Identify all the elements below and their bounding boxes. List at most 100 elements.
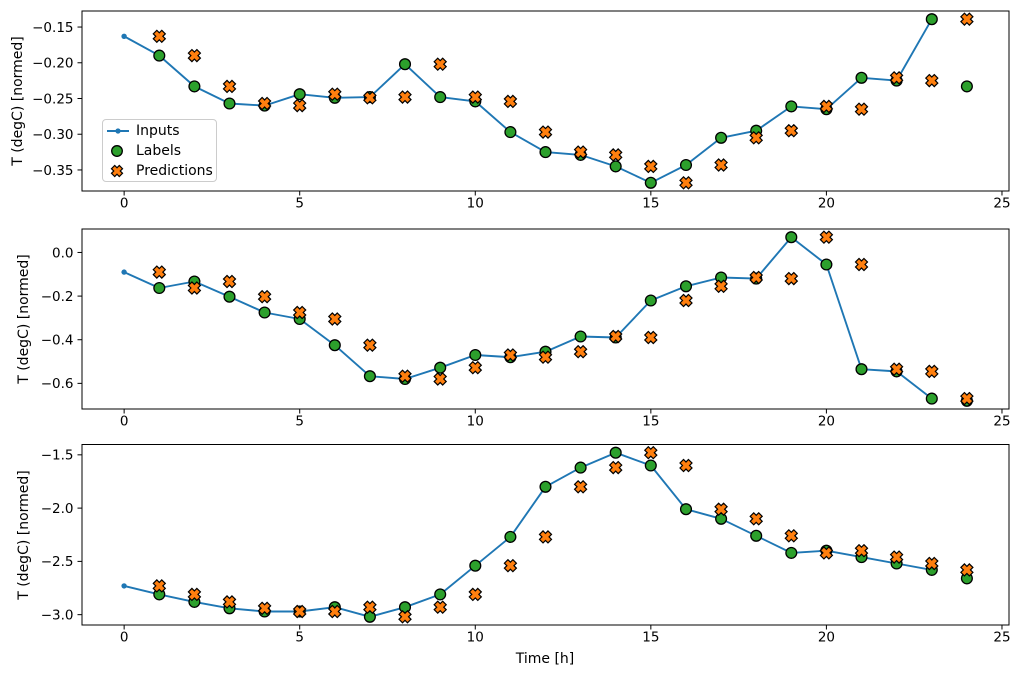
prediction-marker [784, 528, 799, 543]
y-ticks-subplot-1: −0.15 −0.20 −0.25 −0.30 −0.35 [32, 20, 82, 179]
legend-item-labels: Labels [103, 141, 216, 161]
x-axis-label: Time [h] [515, 651, 575, 667]
label-marker [785, 546, 798, 559]
prediction-marker [398, 90, 412, 104]
label-marker [153, 49, 166, 62]
y-tick-label: 0.0 [52, 245, 73, 261]
x-tick-label: 15 [642, 414, 659, 430]
legend-label-labels: Labels [136, 143, 182, 159]
label-marker [223, 290, 236, 303]
x-tick-label: 0 [120, 414, 129, 430]
prediction-marker [924, 556, 939, 571]
prediction-marker [960, 563, 974, 577]
x-ticks-subplot-2: 0 5 10 15 20 25 [120, 409, 1011, 430]
label-marker [434, 91, 447, 104]
legend-item-predictions: Predictions [103, 161, 216, 181]
label-marker [925, 13, 938, 26]
prediction-marker [363, 90, 377, 105]
prediction-marker [363, 338, 377, 353]
prediction-marker [468, 90, 483, 104]
label-marker [679, 158, 693, 172]
label-marker [539, 480, 552, 493]
labels-points [153, 446, 973, 623]
label-marker [715, 131, 728, 144]
prediction-marker [749, 130, 764, 145]
x-tick-label: 20 [818, 414, 835, 430]
label-marker [925, 392, 938, 405]
predictions-x-icon [106, 163, 130, 179]
prediction-marker [608, 148, 623, 162]
x-tick-label: 0 [120, 630, 129, 646]
prediction-marker [608, 329, 623, 344]
prediction-marker [433, 372, 448, 386]
prediction-marker [503, 94, 518, 109]
prediction-marker [643, 445, 658, 460]
prediction-marker [643, 330, 658, 345]
label-marker [434, 361, 447, 374]
label-marker [750, 529, 763, 542]
inputs-line-dot-icon [106, 123, 130, 139]
prediction-marker [538, 530, 553, 544]
inputs-line [121, 16, 935, 186]
prediction-marker [679, 175, 693, 190]
label-marker [398, 601, 412, 614]
prediction-marker [503, 558, 518, 573]
prediction-marker [573, 145, 588, 159]
prediction-marker [327, 87, 342, 102]
x-tick-label: 25 [993, 414, 1010, 430]
label-marker [679, 280, 693, 293]
y-tick-label: −0.35 [32, 163, 73, 179]
ylabel-subplot-1: T (degC) [normed] [10, 36, 26, 166]
prediction-marker [608, 460, 623, 475]
prediction-marker [152, 29, 167, 44]
input-point-marker [121, 583, 127, 589]
prediction-marker [819, 230, 834, 245]
prediction-marker [889, 362, 904, 377]
subplot-3: 0 5 10 15 20 25 −1.5 −2.0 −2.5 −3.0 [41, 444, 1011, 646]
legend-label-predictions: Predictions [136, 163, 213, 179]
label-marker [644, 176, 657, 189]
prediction-marker [714, 502, 728, 517]
prediction-marker [924, 73, 939, 88]
prediction-marker [468, 587, 483, 602]
label-marker [293, 88, 306, 101]
x-tick-label: 5 [295, 414, 304, 430]
y-tick-label: −3.0 [41, 607, 74, 623]
label-marker [820, 258, 833, 271]
x-tick-label: 20 [818, 196, 835, 212]
x-tick-label: 20 [818, 630, 835, 646]
label-marker [574, 461, 587, 474]
label-marker [715, 512, 728, 525]
y-ticks-subplot-3: −1.5 −2.0 −2.5 −3.0 [41, 448, 82, 623]
y-tick-label: −0.25 [32, 91, 73, 107]
predictions-points [152, 12, 974, 190]
y-tick-label: −2.0 [41, 501, 74, 517]
prediction-marker [363, 600, 377, 615]
x-ticks-subplot-1: 0 5 10 15 20 25 [120, 191, 1011, 212]
label-marker [328, 339, 341, 352]
prediction-marker [468, 360, 483, 375]
y-tick-label: −0.30 [32, 127, 73, 143]
label-marker [188, 80, 201, 93]
prediction-marker [538, 350, 553, 365]
y-tick-label: −0.2 [41, 289, 74, 305]
label-marker [363, 610, 376, 623]
x-ticks-subplot-3: 0 5 10 15 20 25 [120, 625, 1011, 646]
prediction-marker [398, 609, 412, 624]
prediction-marker [854, 257, 869, 272]
prediction-marker [222, 595, 237, 609]
label-marker [644, 294, 657, 307]
prediction-marker [292, 98, 307, 113]
prediction-marker [327, 312, 342, 326]
y-ticks-subplot-2: 0.0 −0.2 −0.4 −0.6 [41, 245, 82, 392]
label-marker [855, 71, 868, 84]
label-marker [539, 146, 552, 159]
inputs-line [121, 234, 935, 402]
label-marker [469, 559, 482, 572]
prediction-marker [784, 271, 799, 286]
prediction-marker [679, 293, 693, 308]
x-tick-label: 5 [295, 630, 304, 646]
prediction-marker [222, 274, 237, 289]
